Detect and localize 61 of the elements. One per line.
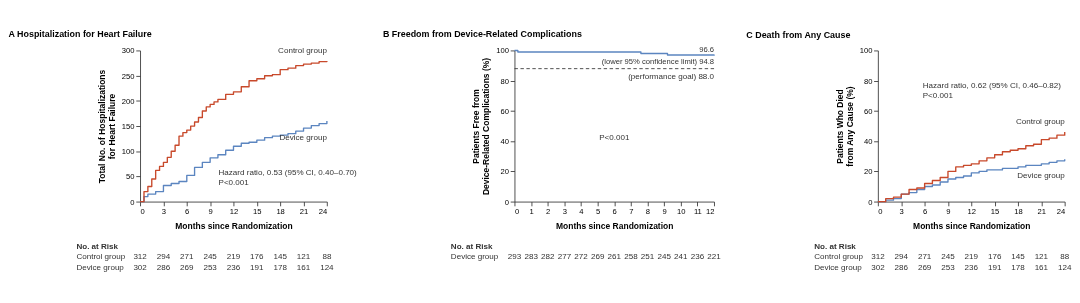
x-tick-label: 24 xyxy=(1056,206,1066,216)
y-tick-label: 60 xyxy=(863,106,873,116)
y-tick-label: 80 xyxy=(500,76,510,86)
x-tick-label: 24 xyxy=(318,206,329,216)
y-tick-label: 50 xyxy=(126,172,135,182)
x-axis-title: Months since Randomization xyxy=(913,221,1031,232)
x-tick-label: 9 xyxy=(946,206,951,216)
x-tick-label: 3 xyxy=(899,206,904,216)
x-tick-label: 1 xyxy=(529,206,534,216)
annotation: 96.6 xyxy=(699,45,715,55)
x-tick-label: 0 xyxy=(140,206,145,216)
y-tick-label: 80 xyxy=(863,76,873,86)
y-tick-label: 100 xyxy=(121,147,135,157)
x-tick-label: 15 xyxy=(990,206,1000,216)
y-axis-title: Total No. of Hospitalizations for Heart Failure xyxy=(96,69,118,184)
y-axis-title: Patients Who Died from Any Cause (%) xyxy=(834,86,855,167)
x-tick-label: 6 xyxy=(612,206,617,216)
y-tick-label: 100 xyxy=(496,46,510,56)
chart-title: B Freedom from Device-Related Complications xyxy=(382,29,582,40)
y-tick-label: 300 xyxy=(121,46,135,56)
text: C Death from Any Cause xyxy=(746,30,851,41)
x-tick-label: 6 xyxy=(922,206,928,216)
x-tick-label: 12 xyxy=(967,206,976,216)
x-tick-label: 12 xyxy=(706,206,715,216)
x-tick-label: 3 xyxy=(562,206,567,216)
x-axis-title: Months since Randomization xyxy=(175,221,293,232)
x-tick-label: 18 xyxy=(1014,206,1023,216)
x-tick-label: 6 xyxy=(185,206,190,216)
x-tick-label: 18 xyxy=(276,206,285,216)
x-tick-label: 7 xyxy=(629,206,634,216)
x-tick-label: 0 xyxy=(878,206,883,216)
x-tick-label: 21 xyxy=(299,206,309,216)
y-tick-label: 60 xyxy=(500,106,510,116)
y-tick-label: 0 xyxy=(130,197,135,207)
x-tick-label: 11 xyxy=(693,206,702,216)
chart-title: A Hospitalization for Heart Failure xyxy=(8,28,152,39)
x-tick-label: 15 xyxy=(253,206,262,216)
y-tick-label: 0 xyxy=(504,197,510,207)
y-tick-label: 20 xyxy=(863,167,873,177)
y-tick-label: 0 xyxy=(868,197,873,207)
x-tick-label: 8 xyxy=(645,206,651,216)
y-tick-label: 200 xyxy=(121,96,135,106)
x-tick-label: 3 xyxy=(161,206,166,216)
x-tick-label: 21 xyxy=(1037,206,1047,216)
y-tick-label: 40 xyxy=(500,137,510,147)
x-tick-label: 5 xyxy=(595,206,601,216)
x-tick-label: 9 xyxy=(662,206,667,216)
y-tick-label: 100 xyxy=(859,46,873,56)
y-tick-label: 150 xyxy=(121,122,135,132)
x-tick-label: 9 xyxy=(208,206,213,216)
annotation: (lower 95% confidence limit) 94.8 xyxy=(601,57,715,67)
x-axis-title: Months since Randomization xyxy=(556,221,674,232)
y-tick-label: 250 xyxy=(121,71,135,81)
x-tick-label: 12 xyxy=(229,206,239,216)
x-tick-label: 2 xyxy=(546,206,551,216)
y-tick-label: 40 xyxy=(863,137,873,147)
y-axis-title: Patients Free from Device-Related Complications (%) xyxy=(471,57,492,196)
y-tick-label: 20 xyxy=(500,167,510,177)
x-tick-label: 0 xyxy=(514,206,520,216)
x-tick-label: 10 xyxy=(676,206,686,216)
x-tick-label: 4 xyxy=(579,206,585,216)
